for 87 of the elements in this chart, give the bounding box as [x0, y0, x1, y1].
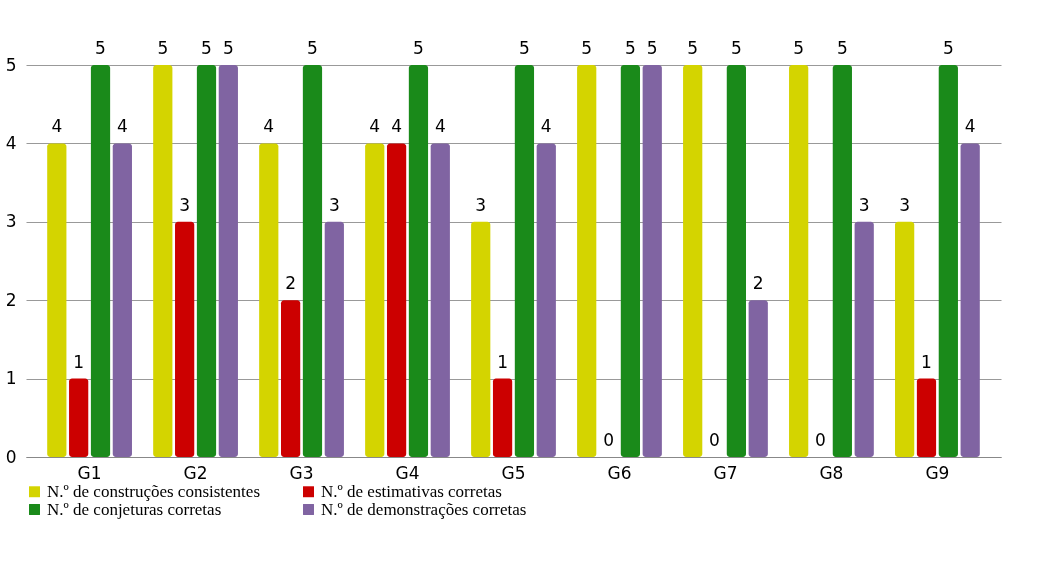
bar	[259, 143, 279, 457]
data-label: 5	[646, 38, 658, 58]
data-label: 4	[51, 116, 63, 137]
data-label: 1	[497, 351, 508, 372]
data-label: 3	[328, 194, 340, 215]
data-label: 5	[201, 38, 212, 58]
y-tick-label: 3	[5, 211, 17, 232]
bar	[514, 65, 535, 457]
x-tick-label: G4	[395, 462, 420, 483]
bar	[430, 143, 450, 457]
data-label: 4	[263, 116, 275, 137]
data-label: 3	[179, 194, 191, 215]
data-label: 3	[475, 194, 487, 215]
bar	[748, 300, 768, 457]
legend-label: N.º de construções consistentes	[47, 481, 260, 501]
bar	[916, 378, 937, 457]
legend-label: N.º de demonstrações corretas	[321, 499, 527, 519]
x-tick-label: G1	[77, 462, 102, 483]
data-label: 5	[793, 38, 805, 58]
bar	[620, 65, 641, 457]
bar	[683, 65, 703, 457]
bar	[854, 221, 874, 457]
bar	[302, 65, 323, 457]
bar	[153, 65, 173, 457]
data-label: 2	[285, 273, 297, 294]
bar	[895, 221, 915, 457]
data-label: 5	[624, 38, 636, 58]
data-label: 4	[369, 116, 381, 137]
x-tick-label: G8	[819, 462, 844, 483]
bar	[642, 65, 662, 457]
bar	[938, 65, 958, 457]
data-label: 2	[752, 273, 764, 294]
data-label: 4	[434, 116, 446, 137]
bar	[960, 143, 980, 457]
bar	[218, 65, 238, 457]
data-label: 5	[730, 38, 742, 58]
bar	[789, 65, 809, 457]
data-label: 5	[307, 38, 318, 58]
data-label: 5	[222, 38, 234, 58]
bar	[324, 221, 344, 457]
y-tick-label: 2	[5, 289, 17, 310]
data-label: 0	[603, 430, 614, 450]
x-tick-label: G9	[925, 462, 950, 483]
data-label: 5	[942, 38, 954, 58]
bar	[47, 143, 67, 457]
y-tick-label: 4	[5, 132, 17, 153]
data-label: 3	[858, 194, 870, 215]
bar	[112, 143, 132, 457]
bar	[90, 65, 111, 457]
bar	[471, 221, 491, 457]
data-label: 5	[413, 38, 424, 58]
data-label: 5	[836, 38, 848, 58]
bar	[365, 143, 385, 457]
data-label: 5	[157, 38, 169, 58]
bar	[726, 65, 746, 457]
data-label: 4	[391, 116, 403, 137]
bar	[536, 143, 556, 457]
x-tick-label: G7	[713, 462, 738, 483]
data-label: 5	[581, 38, 593, 58]
data-label: 0	[709, 430, 720, 450]
bar	[577, 65, 597, 457]
bar	[196, 65, 217, 457]
data-label: 4	[964, 116, 976, 137]
bar	[492, 378, 513, 457]
x-tick-label: G3	[289, 462, 314, 483]
x-tick-label: G5	[501, 462, 526, 483]
data-label: 5	[95, 38, 106, 58]
data-label: 0	[815, 430, 826, 450]
y-tick-label: 5	[5, 54, 17, 75]
data-label: 4	[116, 116, 128, 137]
y-tick-label: 1	[5, 368, 17, 389]
data-label: 5	[687, 38, 699, 58]
x-tick-label: G2	[183, 462, 208, 483]
y-tick-label: 0	[5, 446, 17, 467]
bar	[832, 65, 852, 457]
bar	[281, 300, 301, 457]
bar	[69, 378, 89, 457]
bar	[408, 65, 429, 457]
data-label: 3	[899, 194, 911, 215]
bar	[386, 143, 407, 457]
data-label: 1	[73, 351, 85, 372]
data-label: 5	[519, 38, 530, 58]
bar	[175, 221, 195, 457]
x-tick-label: G6	[607, 462, 632, 483]
data-label: 1	[921, 351, 932, 372]
data-label: 4	[540, 116, 552, 137]
legend-label: N.º de estimativas corretas	[321, 481, 502, 501]
